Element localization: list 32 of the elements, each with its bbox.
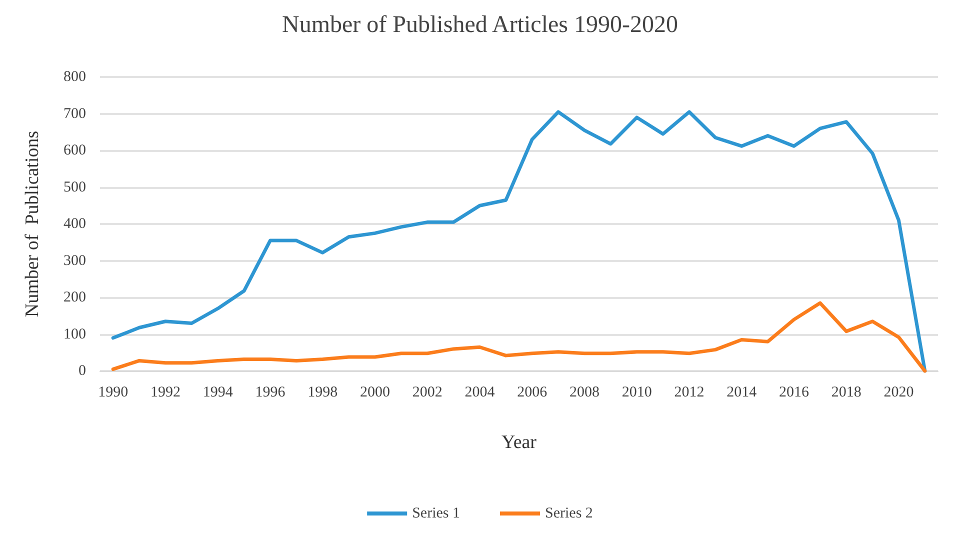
y-tick-label: 100 [64, 326, 86, 342]
x-tick-label: 1990 [98, 384, 128, 400]
x-tick-label: 2000 [360, 384, 390, 400]
legend-label: Series 1 [412, 506, 460, 522]
x-tick-label: 2014 [726, 384, 758, 400]
x-tick-label: 2006 [517, 384, 548, 400]
line-series [111, 301, 927, 373]
x-tick-label: 1998 [308, 384, 338, 400]
y-tick-label: 400 [64, 216, 86, 232]
y-tick-label: 300 [64, 252, 86, 269]
y-axis-title: Number of Publications [22, 130, 43, 318]
x-tick-label: 1996 [255, 384, 286, 400]
x-tick-label: 1992 [150, 384, 180, 400]
x-tick-label: 2004 [464, 384, 496, 400]
x-tick-label: 2012 [674, 384, 704, 400]
line-series [111, 110, 927, 373]
y-tick-label: 500 [64, 179, 86, 196]
x-tick-label: 2002 [412, 384, 442, 400]
x-tick-label: 2008 [569, 384, 600, 400]
y-tick-label: 800 [64, 69, 86, 85]
y-tick-label: 0 [78, 363, 86, 379]
x-tick-label: 1994 [202, 384, 234, 400]
x-tick-label: 2016 [778, 384, 810, 400]
x-tick-label: 2018 [831, 384, 862, 400]
chart-title: Number of Published Articles 1990-2020 [282, 12, 678, 38]
y-tick-label: 700 [64, 106, 86, 122]
y-tick-label: 600 [64, 142, 86, 158]
legend-label: Series 2 [545, 506, 593, 522]
y-tick-label: 200 [64, 290, 86, 306]
x-axis-title: Year [501, 432, 538, 453]
x-tick-label: 2020 [884, 384, 914, 400]
x-tick-label: 2010 [622, 384, 652, 400]
